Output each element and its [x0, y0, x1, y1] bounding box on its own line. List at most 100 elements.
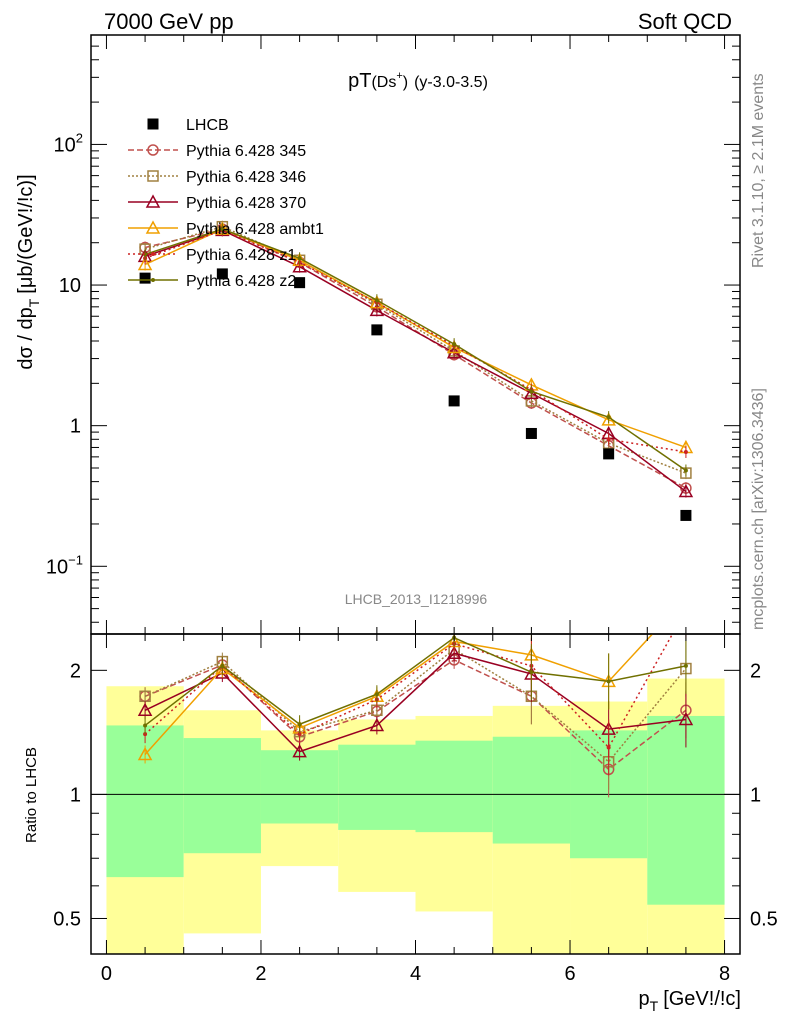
legend-marker	[147, 144, 159, 156]
ratio-ylabel: Ratio to LHCB	[23, 747, 40, 843]
ratio-point	[374, 692, 379, 697]
legend-label: Pythia 6.428 345	[186, 143, 306, 160]
legend-label: Pythia 6.428 z1	[186, 247, 296, 264]
ratio-line	[144, 634, 654, 755]
legend-item-p370: Pythia 6.428 370	[128, 194, 306, 212]
data-point	[446, 339, 462, 354]
main-ytick-label: 10−1	[46, 552, 83, 578]
data-point	[452, 342, 457, 347]
ratio-ytick-label: 0.5	[53, 908, 81, 930]
main-series-data	[139, 268, 692, 521]
main-ytick-label-exp: 2	[76, 130, 83, 145]
analysis-watermark: LHCB_2013_I1218996	[345, 591, 488, 607]
ratio-point	[297, 722, 302, 727]
ratio-xtick-label: 4	[410, 963, 421, 985]
inner-band	[415, 740, 493, 833]
data-point	[369, 302, 385, 317]
data-point	[216, 268, 228, 280]
legend-marker	[147, 170, 159, 182]
legend-item-z1: Pythia 6.428 z1	[128, 247, 296, 264]
ratio-series-layer	[137, 592, 694, 798]
xlabel-text: p	[639, 988, 650, 1010]
series-line	[144, 225, 687, 474]
inner-band	[183, 738, 261, 854]
ratio-point	[292, 744, 307, 758]
legend-item-z2: Pythia 6.428 z2	[128, 273, 296, 290]
legend-label: Pythia 6.428 ambt1	[186, 221, 324, 238]
ratio-point	[137, 702, 153, 717]
ratio-point	[446, 645, 462, 660]
data-point	[374, 298, 379, 303]
ratio-line	[144, 634, 674, 749]
data-point	[680, 509, 692, 521]
ratio-xtick-label: 0	[101, 963, 112, 985]
data-point	[292, 259, 307, 273]
ratio-point	[606, 745, 611, 750]
series-line	[144, 229, 687, 453]
title-close: )	[403, 74, 408, 91]
data-point	[371, 324, 383, 336]
legend: LHCB Pythia 6.428 345 Pythia 6.428 346 Pyth…	[128, 117, 324, 290]
inner-band	[260, 750, 339, 824]
ratio-point	[678, 711, 694, 726]
ratio-line	[144, 636, 687, 727]
ratio-point	[220, 663, 225, 668]
data-point	[603, 448, 615, 460]
data-point	[294, 277, 306, 289]
legend-item-p346: Pythia 6.428 346	[128, 169, 306, 186]
data-point	[525, 427, 537, 439]
main-ytick-label-exp: −1	[68, 552, 83, 567]
ylabel-units: [μb/(GeV!/!c)]	[15, 174, 37, 293]
main-ytick-label-base: 1	[70, 416, 81, 438]
ratio-uncertainty-bands	[91, 678, 740, 954]
ratio-point	[297, 732, 302, 737]
ratio-ytick-label-right: 0.5	[750, 908, 778, 930]
data-point	[529, 389, 534, 394]
ratio-point	[529, 670, 534, 675]
data-point	[683, 468, 688, 473]
inner-band	[338, 744, 416, 830]
main-ytick-label-base: 10	[59, 275, 81, 297]
ratio-xtick-label: 2	[255, 963, 266, 985]
ratio-xtick-label: 6	[564, 963, 575, 985]
ratio-point	[683, 663, 688, 668]
series-line	[144, 228, 687, 472]
title-range: (y-3.0-3.5)	[414, 74, 488, 91]
main-series-z2	[143, 223, 688, 477]
ratio-ytick-label-right: 1	[750, 784, 761, 806]
ratio-point	[680, 592, 692, 603]
ratio-xlabel: pT [GeV!/!c]	[639, 988, 742, 1014]
main-ytick-label: 102	[54, 130, 83, 156]
ratio-series-z2	[143, 634, 688, 735]
main-title: pT(Ds+) (y-3.0-3.5)	[348, 70, 488, 92]
main-series-layer	[137, 220, 694, 521]
ratio-ytick-label-right: 2	[750, 660, 761, 682]
legend-label: Pythia 6.428 346	[186, 169, 306, 186]
header-energy: 7000 GeV pp	[104, 9, 234, 34]
legend-marker	[147, 118, 159, 130]
rivet-version: Rivet 3.1.10, ≥ 2.1M events	[750, 73, 767, 268]
ratio-line	[144, 652, 687, 753]
data-point	[448, 395, 460, 407]
data-point	[606, 415, 611, 420]
inner-band	[492, 736, 571, 844]
data-point	[297, 256, 302, 261]
legend-item-data: LHCB	[147, 117, 229, 134]
ratio-point	[606, 679, 611, 684]
legend-item-ambt1: Pythia 6.428 ambt1	[128, 220, 324, 238]
xlabel-units: [GeV!/!c]	[663, 988, 741, 1010]
legend-label: Pythia 6.428 z2	[186, 273, 296, 290]
title-main: pT	[348, 70, 371, 92]
title-sup: +	[396, 70, 402, 82]
legend-marker	[145, 220, 161, 234]
ratio-ytick-label: 2	[70, 660, 81, 682]
legend-marker	[151, 252, 155, 256]
ylabel-text: dσ / dp	[15, 307, 37, 369]
ratio-point	[143, 723, 148, 728]
data-point	[683, 449, 688, 454]
main-ytick-label-base: 10	[46, 556, 68, 578]
legend-label: LHCB	[186, 117, 229, 134]
title-sub: (Ds	[371, 74, 396, 91]
